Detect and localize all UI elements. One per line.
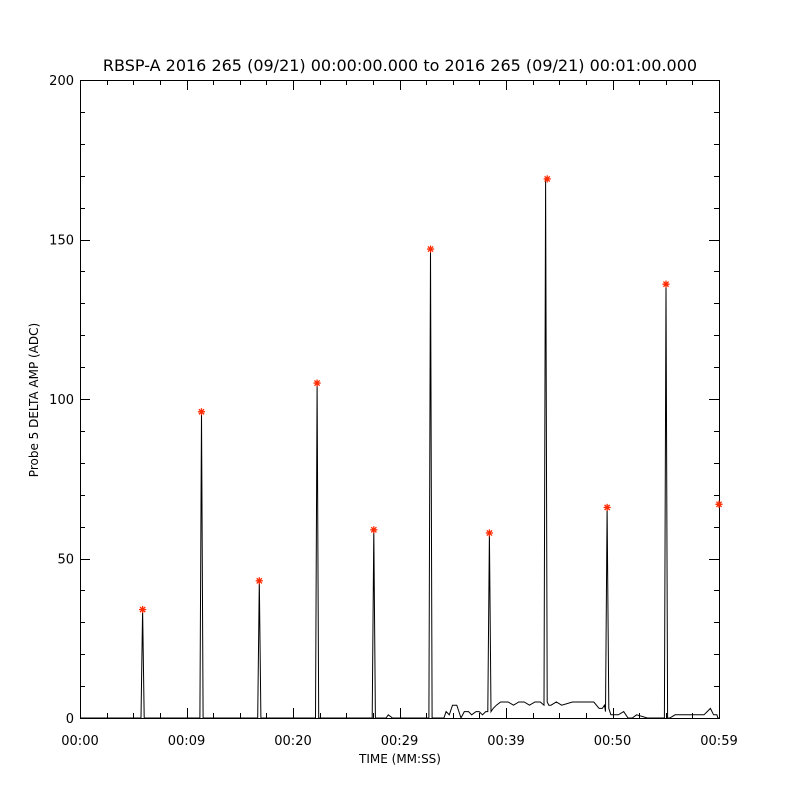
plot-frame [80,80,720,719]
x-tick-label: 00:59 [700,734,737,749]
x-tick-label: 00:00 [61,734,98,749]
peak-marker-stroke [544,175,551,182]
peak-marker-stroke [662,281,670,288]
peak-marker-layer [139,175,723,614]
peak-marker [370,526,378,534]
x-tick-label: 00:29 [381,734,418,749]
peak-marker-stroke [256,577,263,584]
chart-title: RBSP-A 2016 265 (09/21) 00:00:00.000 to … [103,56,697,75]
peak-marker [197,408,206,416]
peak-marker [715,500,723,508]
peak-marker-stroke [427,246,434,253]
peak-marker-stroke [314,379,321,387]
peak-marker [603,503,611,512]
x-axis-ticks: 00:00 00:09 00:20 00:29 00:39 00:50 00:59 [61,80,738,749]
x-tick-label: 00:20 [274,734,311,749]
peak-marker [485,529,494,537]
peak-marker [662,280,670,288]
peak-marker [139,605,147,614]
peak-marker [255,577,263,585]
peak-marker-stroke [486,529,493,537]
y-tick-label: 100 [49,393,74,408]
x-tick-label: 00:50 [594,734,631,749]
x-tick-label: 00:39 [487,734,524,749]
peak-marker [313,379,321,387]
peak-marker [426,245,435,253]
peak-marker-stroke [370,526,377,533]
series-layer [80,178,719,720]
y-tick-label: 50 [57,553,74,568]
peak-marker-stroke [715,501,723,508]
y-axis-label: Probe 5 DELTA AMP (ADC) [27,323,41,477]
y-tick-label: 0 [66,712,74,727]
y-axis-ticks: 0 50 100 150 200 [49,74,719,727]
y-tick-label: 150 [49,234,74,249]
peak-marker-stroke [198,408,205,415]
y-tick-label: 200 [49,74,74,89]
x-axis-label: TIME (MM:SS) [358,752,441,766]
series-line [80,178,719,720]
peak-marker-stroke [139,606,146,613]
x-tick-label: 00:09 [168,734,205,749]
peak-marker-stroke [604,504,611,511]
peak-marker [543,175,551,183]
